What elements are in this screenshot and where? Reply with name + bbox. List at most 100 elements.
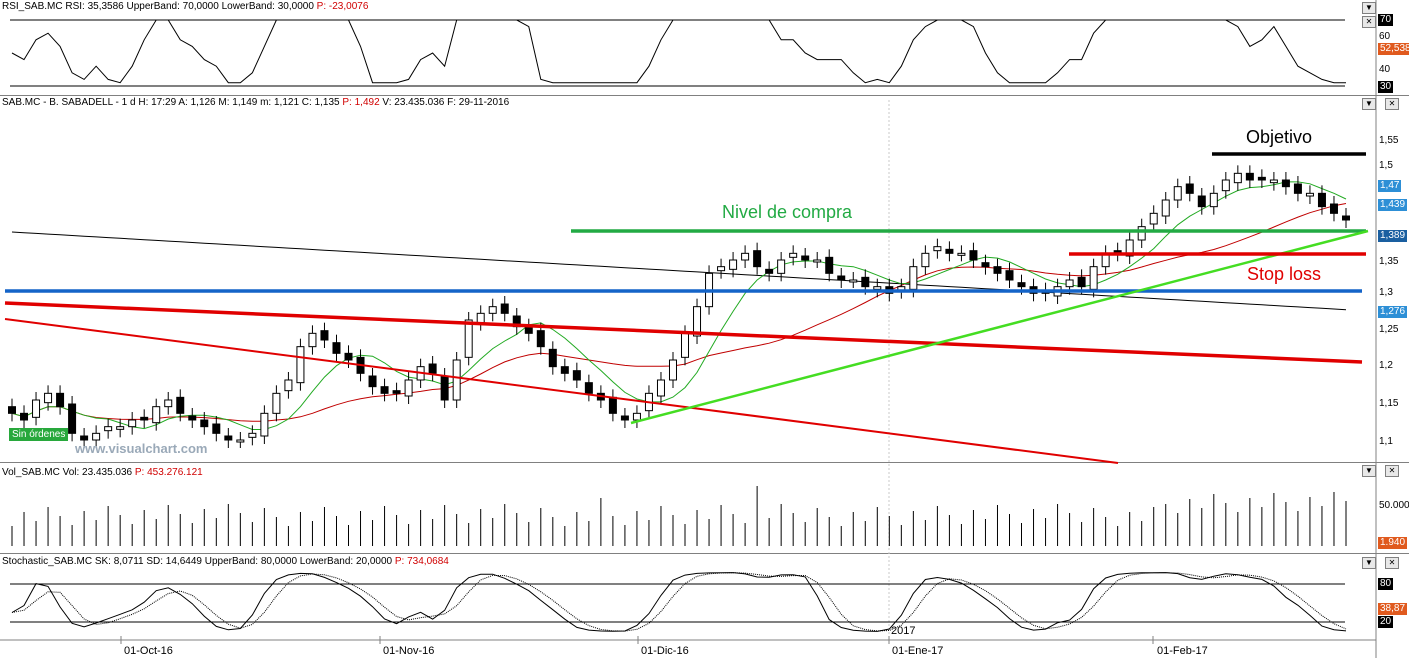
ma-medium-line	[11, 203, 1347, 422]
candle-body	[128, 419, 137, 428]
stoch-header: Stochastic_SAB.MC SK: 8,0711 SD: 14,6449…	[2, 556, 449, 567]
candle-body	[981, 262, 990, 268]
nivel-compra-label: Nivel de compra	[722, 202, 853, 222]
candle-body	[620, 415, 629, 421]
candle-body	[392, 390, 401, 394]
candle-body	[560, 366, 569, 374]
candle-body	[1077, 276, 1086, 288]
candle-body	[404, 379, 413, 397]
candle-body	[248, 432, 257, 438]
candle-body	[104, 426, 113, 432]
objetivo-label: Objetivo	[1246, 127, 1313, 147]
candle-body	[861, 276, 870, 288]
price-level-label: 1,3	[1379, 287, 1393, 298]
candle-body	[116, 426, 125, 430]
candle-body	[44, 392, 53, 404]
candle-body	[813, 259, 822, 263]
date-label-oct: 01-Oct-16	[124, 645, 173, 657]
candle-body	[801, 255, 810, 261]
candle-body	[1342, 215, 1350, 221]
stop-loss-label: Stop loss	[1247, 264, 1322, 284]
candle-body	[272, 392, 281, 414]
stoch-level-20: 20	[1378, 616, 1394, 628]
candle-body	[1161, 199, 1170, 217]
candle-body	[308, 332, 317, 348]
price-level-label: 1,1	[1379, 436, 1393, 447]
candle-body	[1233, 172, 1242, 184]
candle-body	[572, 370, 581, 381]
candle-body	[873, 286, 882, 290]
candle-body	[777, 259, 786, 274]
candle-body	[957, 252, 966, 256]
rsi-level-30: 30	[1378, 81, 1394, 93]
candle-body	[789, 252, 798, 258]
price-header: SAB.MC - B. SABADELL - 1 d H: 17:29 A: 1…	[2, 97, 510, 108]
candle-body	[1005, 270, 1014, 281]
price-tag-ma-medium: 1,389	[1378, 230, 1408, 242]
candle-body	[1065, 279, 1074, 288]
candle-body	[933, 246, 942, 252]
stoch-close-button[interactable]: ✕	[1385, 557, 1399, 569]
downtrend-line-red	[4, 318, 1119, 464]
no-orders-badge[interactable]: Sin órdenes	[9, 428, 69, 441]
candle-body	[152, 406, 161, 424]
candle-body	[452, 359, 461, 401]
date-label-feb: 01-Feb-17	[1157, 645, 1208, 657]
candle-body	[1245, 172, 1254, 181]
rsi-line	[11, 19, 1346, 84]
price-close-button[interactable]: ✕	[1385, 98, 1399, 110]
candle-body	[849, 279, 858, 283]
candle-body	[32, 399, 41, 418]
candle-body	[1269, 179, 1278, 184]
candle-body	[1305, 192, 1314, 197]
candle-body	[753, 250, 762, 268]
date-label-dic: 01-Dic-16	[641, 645, 689, 657]
candle-body	[1173, 186, 1182, 201]
stoch-d-line	[11, 572, 1347, 632]
candle-body	[921, 252, 930, 268]
ma-short-line	[11, 181, 1347, 430]
candle-body	[368, 375, 377, 388]
candle-body	[140, 416, 149, 421]
price-level-label: 1,15	[1379, 398, 1399, 409]
rsi-last-tag: 52,538	[1378, 43, 1409, 55]
volume-level-label: 50.000...	[1379, 500, 1409, 511]
volume-minimize-button[interactable]: ▼	[1362, 465, 1376, 477]
candle-body	[1089, 266, 1098, 290]
candle-body	[524, 326, 533, 334]
candle-body	[1185, 183, 1194, 194]
candle-body	[969, 250, 978, 261]
volume-close-button[interactable]: ✕	[1385, 465, 1399, 477]
year-label: 2017	[891, 625, 916, 637]
candle-body	[668, 359, 677, 381]
watermark: www.visualchart.com	[75, 441, 208, 456]
stoch-last-tag: 38,87	[1378, 603, 1408, 615]
candle-body	[212, 423, 221, 434]
candle-body	[681, 332, 690, 358]
candle-body	[224, 435, 233, 441]
candle-body	[632, 412, 641, 421]
candle-body	[1149, 212, 1158, 225]
candle-body	[56, 392, 65, 408]
candle-body	[1137, 226, 1146, 241]
candle-body	[464, 319, 473, 358]
candle-body	[656, 379, 665, 397]
candle-body	[1197, 195, 1206, 208]
candle-body	[729, 259, 738, 270]
price-level-label: 1,35	[1379, 256, 1399, 267]
price-tag-ma-short: 1,47	[1378, 180, 1402, 192]
candle-body	[536, 330, 545, 348]
candle-body	[945, 248, 954, 254]
rsi-level-40: 40	[1379, 64, 1391, 75]
candle-body	[332, 342, 341, 354]
candle-body	[488, 306, 497, 314]
candle-body	[296, 346, 305, 384]
date-label-ene: 01-Ene-17	[892, 645, 944, 657]
candle-body	[693, 306, 702, 337]
candle-body	[717, 266, 726, 272]
price-level-label: 1,25	[1379, 324, 1399, 335]
candle-body	[428, 363, 437, 374]
candle-body	[1293, 183, 1302, 194]
candle-body	[1209, 192, 1218, 208]
